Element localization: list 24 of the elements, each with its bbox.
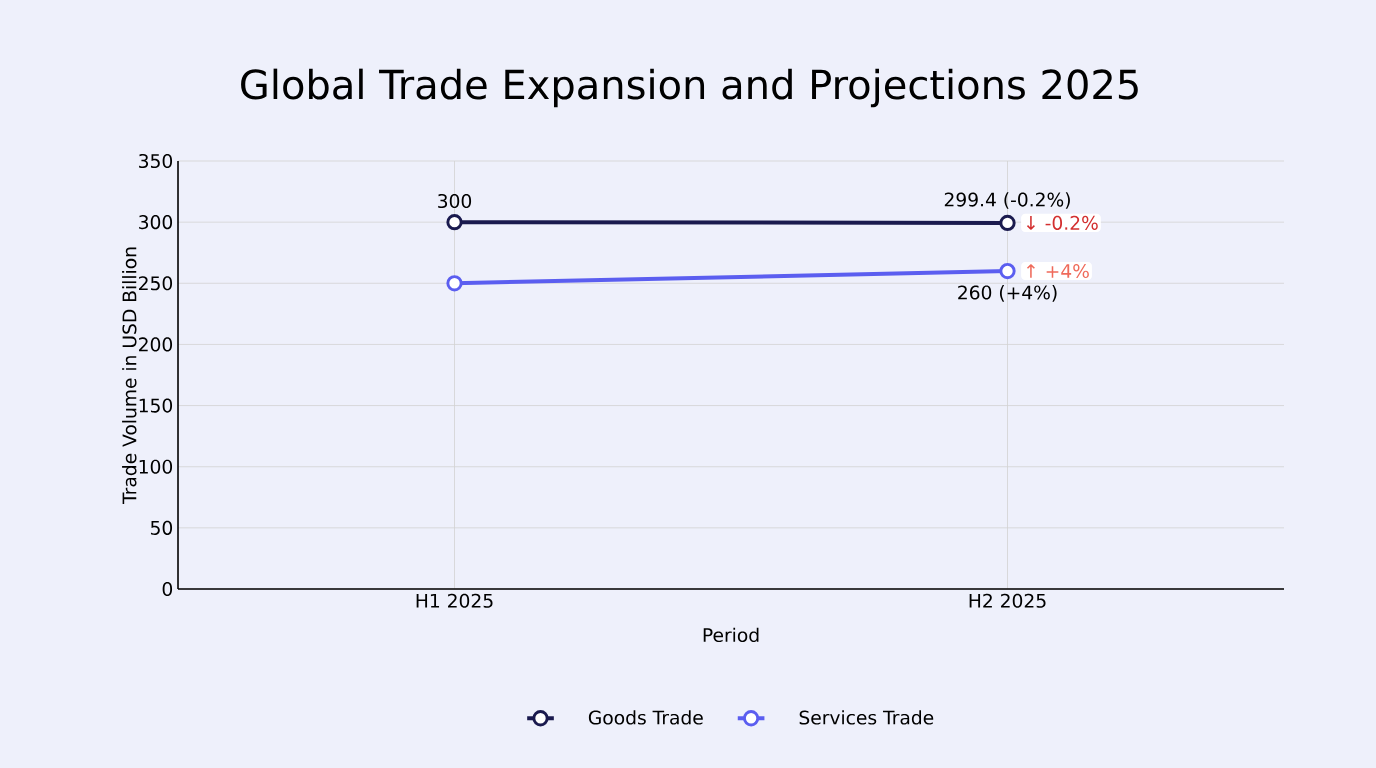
annotation: ↓ -0.2% <box>1026 215 1098 230</box>
annotation: ↑ +4% <box>1026 263 1089 279</box>
point <box>999 214 1016 232</box>
y-tick-label: 0 <box>162 581 173 597</box>
x-tick-label: H2 2025 <box>969 593 1046 608</box>
y-tick-label: 350 <box>139 153 173 169</box>
y-tick-label: 50 <box>150 520 173 535</box>
chart-title: Global Trade Expansion and Projections 2025 <box>241 68 1138 108</box>
y-tick-label: 200 <box>139 337 173 352</box>
data-label: 300 <box>438 193 472 209</box>
y-axis-title: Trade Volume in USD Billion <box>122 247 137 505</box>
y-tick-label: 100 <box>139 459 173 474</box>
legend-label: Goods Trade <box>588 710 703 725</box>
y-tick-label: 250 <box>139 276 173 291</box>
point <box>999 262 1016 280</box>
y-tick-label: 150 <box>139 398 173 413</box>
legend-label: Services Trade <box>799 710 934 725</box>
x-tick-label: H1 2025 <box>416 593 493 608</box>
x-axis-title: Period <box>703 627 759 643</box>
data-label: 260 (+4%) <box>958 285 1057 302</box>
y-tick-label: 300 <box>139 215 173 230</box>
data-label: 299.4 (-0.2%) <box>944 192 1070 209</box>
point <box>446 275 463 292</box>
point <box>446 214 463 231</box>
